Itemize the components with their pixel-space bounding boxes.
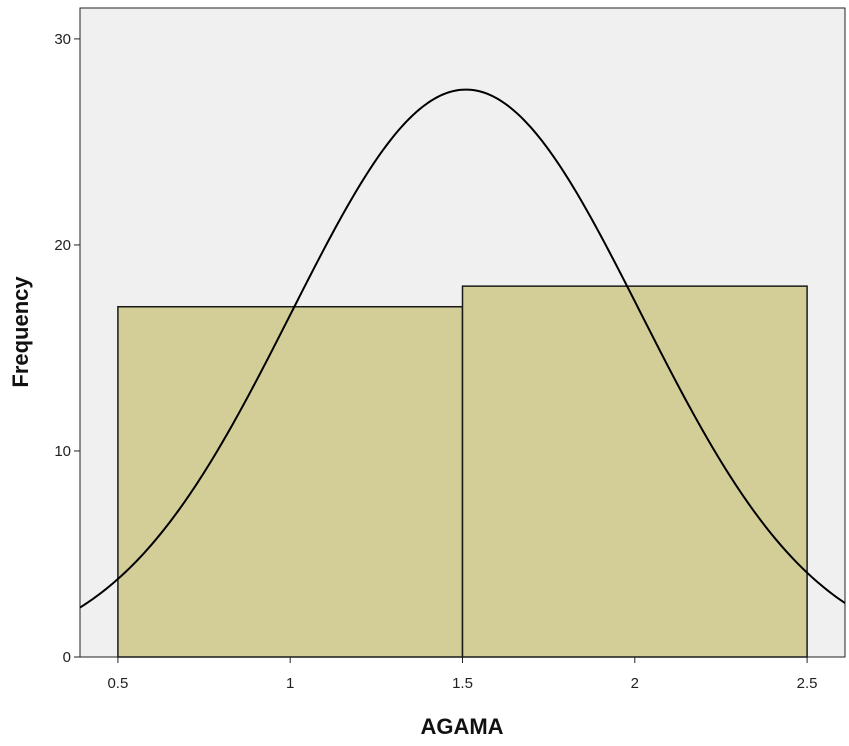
y-axis-title: Frequency: [8, 276, 33, 388]
x-tick-label: 1.5: [452, 675, 473, 692]
x-tick-label: 0.5: [107, 675, 128, 692]
x-tick-label: 1: [286, 675, 294, 692]
histogram-bar: [117, 305, 464, 658]
histogram-bars: [117, 285, 808, 658]
normal-curve: [79, 88, 846, 609]
y-tick-label: 0: [63, 649, 71, 666]
y-axis: 0 10 20 30: [54, 31, 80, 666]
histogram-bar: [461, 285, 808, 658]
y-tick-label: 20: [54, 237, 71, 254]
x-axis-title: AGAMA: [420, 714, 503, 739]
x-axis: 0.5 1 1.5 2 2.5: [107, 657, 818, 692]
y-tick-label: 30: [54, 31, 71, 48]
y-tick-label: 10: [54, 443, 71, 460]
x-tick-label: 2: [631, 675, 639, 692]
x-tick-label: 2.5: [797, 675, 818, 692]
